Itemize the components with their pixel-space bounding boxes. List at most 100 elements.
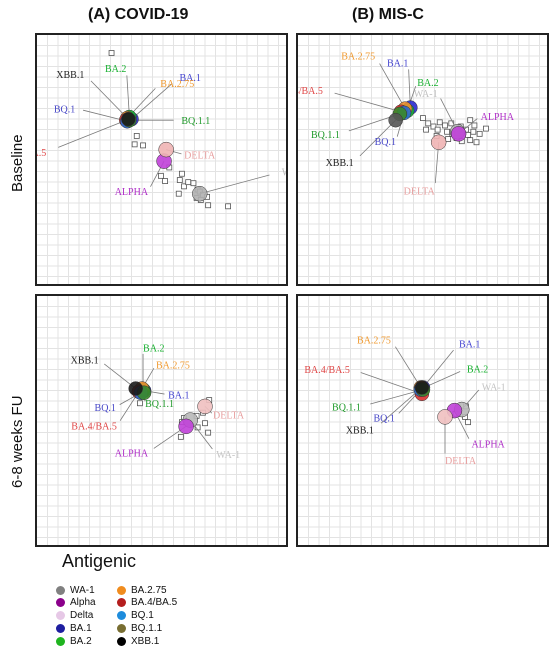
- antigen-label: DELTA: [445, 456, 477, 467]
- antigen-label: DELTA: [184, 151, 216, 162]
- serum-point-misc-baseline: [430, 123, 437, 130]
- antigen-label: BQ.1.1: [332, 403, 361, 414]
- legend-item: BQ.1.1: [117, 622, 162, 634]
- serum-point-covid-followup: [202, 420, 208, 427]
- legend-label: BQ.1.1: [131, 622, 163, 634]
- serum-point-misc-baseline: [445, 136, 452, 142]
- serum-point-covid-baseline: [190, 180, 197, 187]
- leader-line: [334, 92, 402, 113]
- legend-swatch: [56, 636, 65, 646]
- legend-item: WA-1: [56, 584, 95, 596]
- serum-point-misc-baseline: [473, 139, 480, 146]
- serum-point-covid-baseline: [205, 202, 212, 209]
- antigen-label: BQ.1: [95, 403, 116, 414]
- serum-point-covid-baseline: [158, 172, 164, 179]
- antigen-label: XBB.1: [71, 356, 99, 367]
- antigen-label: XBB.1: [56, 70, 84, 81]
- legend-item: Alpha: [56, 597, 96, 609]
- antigen-label: BA.2.75: [341, 52, 375, 63]
- legend: WA-1 Alpha Delta BA.1 BA.2 BA.2.75 BA.4/BA.5 BQ…: [56, 584, 276, 650]
- antigen-label: BA.4/BA.5: [304, 365, 350, 376]
- legend-swatch: [117, 585, 126, 595]
- serum-point-misc-baseline: [470, 128, 477, 135]
- legend-label: BA.4/BA.5: [131, 597, 178, 609]
- serum-point-misc-baseline: [436, 119, 443, 126]
- antigen-label: BA.2: [467, 365, 488, 376]
- serum-point-misc-baseline: [444, 128, 451, 135]
- legend-label: BA.2: [70, 635, 92, 647]
- antigen-label: BQ.1.1: [181, 116, 210, 127]
- antigen-label: ALPHA: [115, 187, 149, 198]
- antigen-label: ALPHA: [471, 440, 505, 451]
- serum-point-misc-baseline: [420, 115, 426, 121]
- antigen-label: WA-1: [216, 450, 240, 461]
- leader-line: [58, 119, 127, 148]
- legend-item: BQ.1: [117, 610, 154, 622]
- legend-label: Delta: [70, 610, 94, 622]
- legend-label: BQ.1: [131, 610, 154, 622]
- serum-point-misc-baseline: [423, 126, 429, 133]
- antigen-label: BQ.1: [375, 137, 396, 148]
- grid: [298, 35, 547, 284]
- serum-point-misc-baseline: [434, 126, 441, 133]
- antigen-label: BA.4/BA.5: [71, 422, 117, 433]
- leader-line: [422, 349, 454, 388]
- legend-swatch: [56, 598, 65, 608]
- serum-point-covid-baseline: [178, 170, 185, 177]
- antigen-label: ALPHA: [115, 448, 149, 459]
- serum-point-misc-baseline: [476, 130, 483, 137]
- serum-point-covid-followup: [177, 433, 184, 440]
- column-title-covid: (A) COVID-19: [88, 6, 189, 23]
- legend-swatch: [56, 585, 65, 595]
- antigen-label: BA.2: [105, 64, 126, 75]
- legend-swatch: [117, 636, 126, 646]
- antigen-point-wa-1: [192, 185, 208, 202]
- legend-swatch: [117, 623, 126, 633]
- serum-point-misc-baseline: [442, 122, 448, 129]
- serum-point-covid-baseline: [140, 142, 146, 149]
- legend-item: BA.4/BA.5: [117, 597, 177, 609]
- panel-covid-followup: WA-1 ALPHA DELTA BA.1 BA.2 BA.2.75 BA.4/BA.5 BQ…: [35, 294, 288, 547]
- antigenic-map-misc-followup: WA-1 ALPHA DELTA BA.1 BA.2 BA.2.75 BA.4/BA.5 BQ…: [298, 296, 547, 545]
- antigen-label: BA.1: [180, 73, 201, 84]
- serum-point-misc-followup: [465, 419, 472, 426]
- antigen-point-alpha: [178, 418, 194, 435]
- legend-item: BA.2.75: [117, 584, 167, 596]
- column-title-misc: (B) MIS-C: [352, 6, 424, 23]
- antigen-label: BA.2.75: [357, 336, 391, 347]
- leader-line: [131, 83, 173, 120]
- antigen-label: WA-1: [482, 383, 506, 394]
- serum-point-covid-baseline: [176, 177, 183, 183]
- antigenic-map-covid-followup: WA-1 ALPHA DELTA BA.1 BA.2 BA.2.75 BA.4/BA.5 BQ…: [37, 296, 286, 545]
- antigen-label: BA.1: [459, 340, 480, 351]
- serum-point-covid-baseline: [162, 178, 168, 185]
- serum-point-covid-baseline: [131, 141, 138, 148]
- serum-point-covid-baseline: [181, 183, 187, 190]
- antigen-label: XBB.1: [326, 158, 354, 169]
- antigen-label: BA.2: [417, 78, 438, 89]
- antigen-label: BA.4/BA.5: [37, 148, 46, 159]
- serum-point-misc-baseline: [467, 117, 474, 124]
- antigen-label: WA-1: [414, 89, 438, 100]
- legend-label: XBB.1: [131, 635, 160, 647]
- leader-line: [359, 119, 396, 157]
- serum-point-misc-baseline: [483, 125, 489, 132]
- antigen-label: ALPHA: [481, 112, 515, 123]
- legend-item: Delta: [56, 610, 93, 622]
- antigen-point-delta: [158, 141, 174, 158]
- antigen-point-delta: [430, 134, 447, 150]
- row-title-followup: 6-8 weeks FU: [9, 395, 26, 488]
- panel-misc-baseline: WA-1 ALPHA DELTA BA.1 BA.2 BA.2.75 BA.4/BA.5 BQ…: [296, 33, 549, 286]
- legend-label: BA.1: [70, 622, 92, 634]
- leader-line: [395, 346, 422, 388]
- antigen-label: BA.1: [168, 391, 189, 402]
- serum-point-covid-followup: [205, 429, 212, 436]
- grid: [37, 35, 286, 284]
- row-title-baseline: Baseline: [9, 134, 26, 192]
- serum-point-misc-baseline: [425, 120, 432, 127]
- leader-line: [360, 372, 423, 395]
- antigen-point-alpha: [450, 126, 467, 142]
- antigen-label: BQ.1.1: [311, 130, 340, 141]
- legend-swatch: [56, 611, 65, 621]
- antigen-point-delta: [437, 409, 453, 425]
